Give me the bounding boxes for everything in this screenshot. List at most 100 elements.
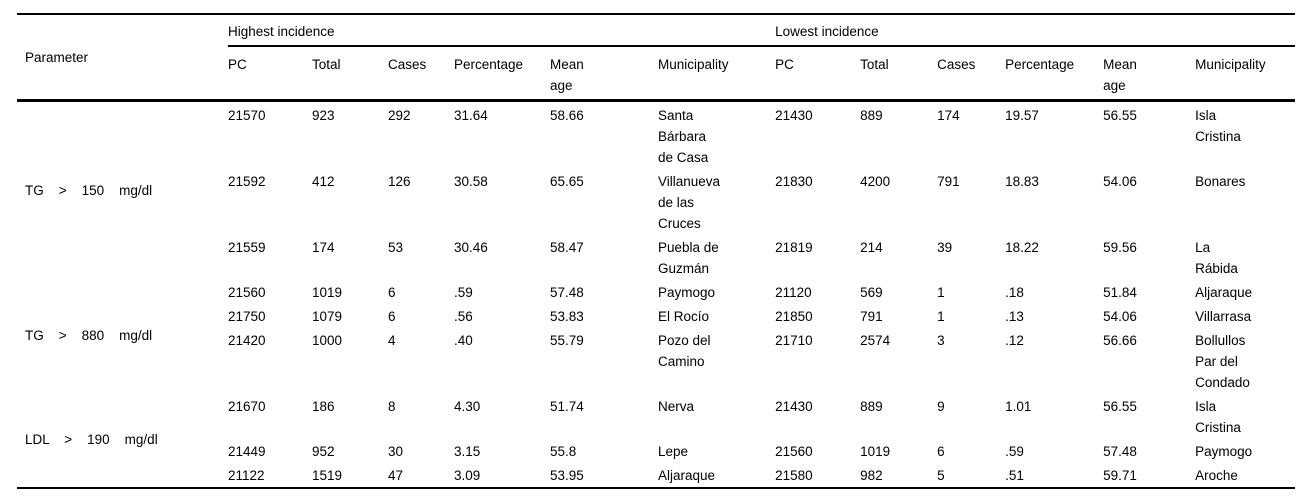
cell-mean-age: 55.79 <box>550 332 584 348</box>
cell-mean-age: 55.8 <box>550 443 577 459</box>
table-row: 21449 952 30 3.15 55.8 Lepe 21560 1019 6… <box>17 438 1295 462</box>
cell-mean-age: 57.48 <box>1103 443 1137 459</box>
cell-total: 214 <box>860 239 883 255</box>
cell-percentage: 30.58 <box>454 173 488 189</box>
cell-cases: 292 <box>388 107 411 123</box>
cell-total: 1019 <box>860 443 891 459</box>
cell-municipality: El Rocío <box>658 308 710 324</box>
cell-cases: 6 <box>388 284 396 300</box>
cell-cases: 53 <box>388 239 404 255</box>
cell-percentage: .59 <box>1005 443 1024 459</box>
cell-total: 1019 <box>312 284 343 300</box>
header-group-row: Parameter Highest incidence Lowest incid… <box>17 14 1296 102</box>
cell-municipality: Puebla de Guzmán <box>658 239 719 276</box>
parameter-ldl-190: LDL > 190 mg/dl <box>25 432 158 447</box>
cell-total: 186 <box>312 398 335 414</box>
cell-mean-age: 65.65 <box>550 173 584 189</box>
cell-percentage: 18.83 <box>1005 173 1039 189</box>
cell-percentage: .18 <box>1005 284 1024 300</box>
cell-pc: 21122 <box>228 467 265 483</box>
col-header-pc-lowest: PC <box>775 46 861 102</box>
cell-total: 412 <box>312 173 335 189</box>
col-header-mean-age-lowest: Mean age <box>1103 46 1196 102</box>
table-row: 21420 1000 4 .40 55.79 Pozo del Camino 2… <box>17 327 1295 393</box>
table-row: 21559 174 53 30.46 58.47 Puebla de Guzmá… <box>17 234 1295 279</box>
cell-mean-age: 57.48 <box>550 284 584 300</box>
parameter-tg-150: TG > 150 mg/dl <box>25 182 153 198</box>
cell-pc: 21430 <box>775 398 813 414</box>
parameter-tg-880: TG > 880 mg/dl <box>25 328 153 343</box>
cell-municipality: Santa Bárbara de Casa <box>658 107 709 165</box>
cell-pc: 21710 <box>775 332 813 348</box>
cell-pc: 21570 <box>228 107 266 123</box>
col-header-parameter: Parameter <box>17 14 228 102</box>
cell-mean-age: 56.55 <box>1103 107 1137 123</box>
cell-cases: 1 <box>937 284 945 300</box>
cell-municipality: Bollullos Par del Condado <box>1195 332 1250 390</box>
cell-cases: 5 <box>937 467 945 483</box>
cell-percentage: .51 <box>1005 467 1024 483</box>
cell-total: 982 <box>860 467 883 483</box>
cell-total: 569 <box>860 284 883 300</box>
cell-pc: 21830 <box>775 173 813 189</box>
cell-cases: 791 <box>937 173 960 189</box>
cell-municipality: Paymogo <box>1195 443 1253 459</box>
cell-pc: 21819 <box>775 239 813 255</box>
col-header-municipality-highest: Municipality <box>658 46 776 102</box>
cell-cases: 47 <box>388 467 404 483</box>
cell-cases: 9 <box>937 398 945 414</box>
cell-cases: 3 <box>937 332 945 348</box>
cell-cases: 6 <box>388 308 396 324</box>
incidence-table: Parameter Highest incidence Lowest incid… <box>17 13 1296 489</box>
cell-municipality: Villarrasa <box>1195 308 1252 324</box>
cell-pc: 21449 <box>228 443 266 459</box>
cell-mean-age: 58.47 <box>550 239 584 255</box>
table-row: 21122 1519 47 3.09 53.95 Aljaraque 21580… <box>17 462 1295 488</box>
cell-total: 174 <box>312 239 335 255</box>
cell-pc: 21850 <box>775 308 813 324</box>
cell-total: 889 <box>860 398 883 414</box>
cell-municipality: Isla Cristina <box>1195 107 1241 144</box>
cell-mean-age: 59.71 <box>1103 467 1137 483</box>
table-row: 21592 412 126 30.58 65.65 Villanueva de … <box>17 168 1295 234</box>
cell-mean-age: 53.95 <box>550 467 584 483</box>
cell-total: 2574 <box>860 332 891 348</box>
group-header-lowest: Lowest incidence <box>775 14 1296 47</box>
cell-total: 923 <box>312 107 335 123</box>
cell-municipality: Lepe <box>658 443 689 459</box>
cell-municipality: Paymogo <box>658 284 716 300</box>
cell-percentage: 3.09 <box>454 467 481 483</box>
cell-municipality: Aljaraque <box>658 467 716 483</box>
cell-municipality: Bonares <box>1195 173 1246 189</box>
cell-municipality: Nerva <box>658 398 695 414</box>
col-header-pc-highest: PC <box>228 46 312 102</box>
cell-municipality: Aroche <box>1195 467 1238 483</box>
table-row: LDL > 190 mg/dl 21670 186 8 4.30 51.74 N… <box>17 393 1295 448</box>
cell-total: 952 <box>312 443 335 459</box>
cell-pc: 21560 <box>775 443 813 459</box>
cell-municipality: Villanueva de las Cruces <box>658 173 721 231</box>
cell-cases: 39 <box>937 239 953 255</box>
cell-mean-age: 56.55 <box>1103 398 1137 414</box>
col-header-total-lowest: Total <box>860 46 938 102</box>
cell-percentage: 31.64 <box>454 107 488 123</box>
cell-total: 791 <box>860 308 883 324</box>
cell-percentage: 3.15 <box>454 443 481 459</box>
cell-pc: 21120 <box>775 284 812 300</box>
cell-pc: 21559 <box>228 239 266 255</box>
col-header-municipality-lowest: Municipality <box>1195 46 1296 102</box>
cell-percentage: .59 <box>454 284 473 300</box>
cell-cases: 1 <box>937 308 945 324</box>
cell-percentage: 30.46 <box>454 239 488 255</box>
cell-pc: 21592 <box>228 173 266 189</box>
cell-municipality: Aljaraque <box>1195 284 1253 300</box>
cell-percentage: .12 <box>1005 332 1024 348</box>
cell-pc: 21560 <box>228 284 266 300</box>
cell-total: 1519 <box>312 467 343 483</box>
cell-municipality: Pozo del Camino <box>658 332 711 369</box>
cell-percentage: 4.30 <box>454 398 481 414</box>
cell-mean-age: 51.84 <box>1103 284 1137 300</box>
cell-mean-age: 51.74 <box>550 398 584 414</box>
cell-mean-age: 58.66 <box>550 107 584 123</box>
